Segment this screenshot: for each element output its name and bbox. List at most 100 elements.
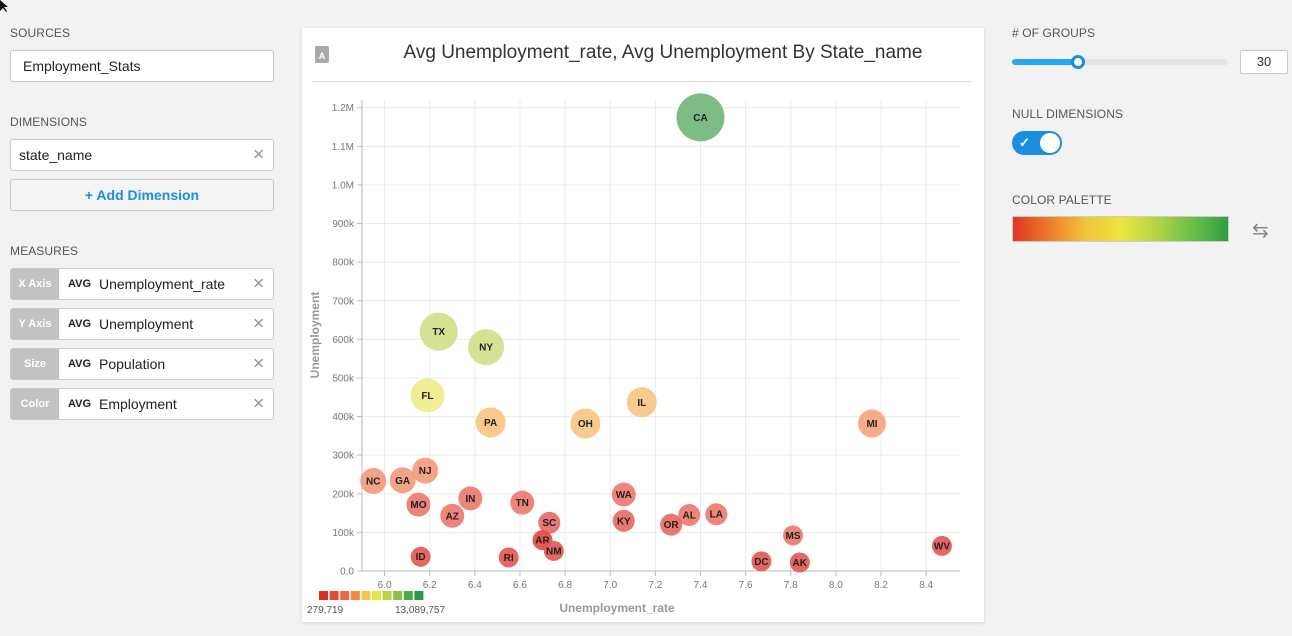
point-label-fl: FL <box>421 391 433 402</box>
chart-type-icon[interactable]: A <box>315 46 329 63</box>
measure-field: Unemployment_rate <box>99 276 226 292</box>
point-label-ky: KY <box>617 516 631 527</box>
legend-swatch <box>350 591 360 600</box>
measure-tag: Size <box>11 349 59 379</box>
groups-input[interactable]: 30 <box>1240 50 1288 74</box>
point-label-ak: AK <box>793 558 808 569</box>
title-divider <box>312 81 972 82</box>
point-ak <box>789 552 810 573</box>
y-tick-label: 600k <box>332 335 355 346</box>
x-axis-title: Unemployment_rate <box>559 601 675 615</box>
point-or <box>660 513 683 536</box>
dimension-chip[interactable]: state_name ✕ <box>10 139 274 171</box>
measure-aggregation[interactable]: AVG <box>68 398 92 410</box>
toggle-knob <box>1040 133 1060 153</box>
x-tick-label: 7.8 <box>784 580 798 591</box>
x-tick-label: 8.0 <box>829 580 843 591</box>
x-tick-label: 6.0 <box>378 580 392 591</box>
scatter-chart: 0.0 100k 200k 300k 400k 500k 600k 700k 800k 900k 1… <box>307 93 960 616</box>
y-tick-label: 0.0 <box>340 567 354 578</box>
remove-measure-icon[interactable]: ✕ <box>252 395 265 413</box>
point-label-id: ID <box>416 552 426 563</box>
point-dc <box>751 551 772 572</box>
point-tx <box>419 312 458 351</box>
groups-slider-fill <box>1012 59 1078 65</box>
point-ky <box>612 509 635 532</box>
chart-title: Avg Unemployment_rate, Avg Unemployment … <box>403 42 923 63</box>
point-sc <box>538 511 561 534</box>
swap-arrows-icon[interactable]: ⇆ <box>1252 220 1269 242</box>
source-select[interactable]: Employment_Stats <box>10 50 274 82</box>
measure-aggregation[interactable]: AVG <box>68 358 92 370</box>
remove-measure-icon[interactable]: ✕ <box>252 315 265 333</box>
point-wa <box>611 482 636 507</box>
point-label-al: AL <box>683 511 696 522</box>
point-nm <box>543 540 564 561</box>
dimensions-label: DIMENSIONS <box>10 115 88 129</box>
measure-size[interactable]: Size AVG Population ✕ <box>10 348 274 380</box>
point-in <box>458 486 483 511</box>
null-dimensions-label: NULL DIMENSIONS <box>1012 107 1124 121</box>
point-label-ms: MS <box>786 531 801 542</box>
point-label-nc: NC <box>366 477 380 488</box>
legend-swatch <box>329 591 339 600</box>
point-label-la: LA <box>710 510 723 521</box>
point-az <box>440 503 465 528</box>
point-label-mo: MO <box>410 500 426 511</box>
point-oh <box>570 408 601 439</box>
remove-measure-icon[interactable]: ✕ <box>252 275 265 293</box>
point-label-ca: CA <box>693 113 707 124</box>
point-label-ri: RI <box>504 553 514 564</box>
y-axis-title: Unemployment <box>308 292 322 379</box>
measure-aggregation[interactable]: AVG <box>68 278 92 290</box>
groups-slider-thumb[interactable] <box>1070 55 1085 69</box>
legend-swatch <box>414 591 424 600</box>
color-palette-gradient[interactable] <box>1012 216 1229 242</box>
point-label-wv: WV <box>934 541 950 552</box>
point-label-or: OR <box>664 520 680 531</box>
point-il <box>626 387 657 418</box>
null-dimensions-toggle[interactable]: ✓ <box>1012 131 1062 155</box>
measure-aggregation[interactable]: AVG <box>68 318 92 330</box>
sources-label: SOURCES <box>10 26 71 40</box>
point-label-mi: MI <box>866 419 877 430</box>
y-tick-label: 200k <box>332 489 355 500</box>
measure-tag: X Axis <box>11 269 59 299</box>
legend-swatch <box>319 591 328 600</box>
point-id <box>410 546 431 567</box>
legend-swatch <box>372 591 381 600</box>
dimension-value: state_name <box>19 147 93 163</box>
y-tick-label: 1.1M <box>332 142 354 153</box>
measure-x-axis[interactable]: X Axis AVG Unemployment_rate ✕ <box>10 268 274 300</box>
x-tick-label: 7.4 <box>694 580 708 591</box>
y-tick-label: 400k <box>332 412 355 423</box>
remove-measure-icon[interactable]: ✕ <box>252 355 265 373</box>
legend-min-label: 279,719 <box>307 605 344 616</box>
legend-swatch <box>361 591 371 600</box>
y-tick-label: 800k <box>332 258 355 269</box>
legend-swatch <box>393 591 403 600</box>
point-label-ny: NY <box>479 343 493 354</box>
point-label-az: AZ <box>446 511 459 522</box>
point-tn <box>510 490 535 515</box>
x-tick-label: 6.2 <box>423 580 437 591</box>
remove-dimension-icon[interactable]: ✕ <box>252 146 265 164</box>
point-ny <box>468 329 505 366</box>
point-label-il: IL <box>637 398 646 409</box>
check-icon: ✓ <box>1019 135 1030 150</box>
color-palette-label: COLOR PALETTE <box>1012 193 1112 207</box>
y-tick-label: 1.2M <box>332 103 354 114</box>
add-dimension-button[interactable]: + Add Dimension <box>10 179 274 211</box>
point-ri <box>498 547 519 568</box>
point-label-nm: NM <box>546 546 562 557</box>
point-label-pa: PA <box>484 418 497 429</box>
measure-field: Unemployment <box>99 316 194 332</box>
point-label-nj: NJ <box>419 466 432 477</box>
point-label-wa: WA <box>616 490 632 501</box>
point-label-dc: DC <box>754 557 768 568</box>
groups-slider[interactable] <box>1012 55 1228 69</box>
measure-y-axis[interactable]: Y Axis AVG Unemployment ✕ <box>10 308 274 340</box>
y-tick-label: 300k <box>332 451 355 462</box>
point-label-tx: TX <box>432 327 445 338</box>
measure-color[interactable]: Color AVG Employment ✕ <box>10 388 274 420</box>
